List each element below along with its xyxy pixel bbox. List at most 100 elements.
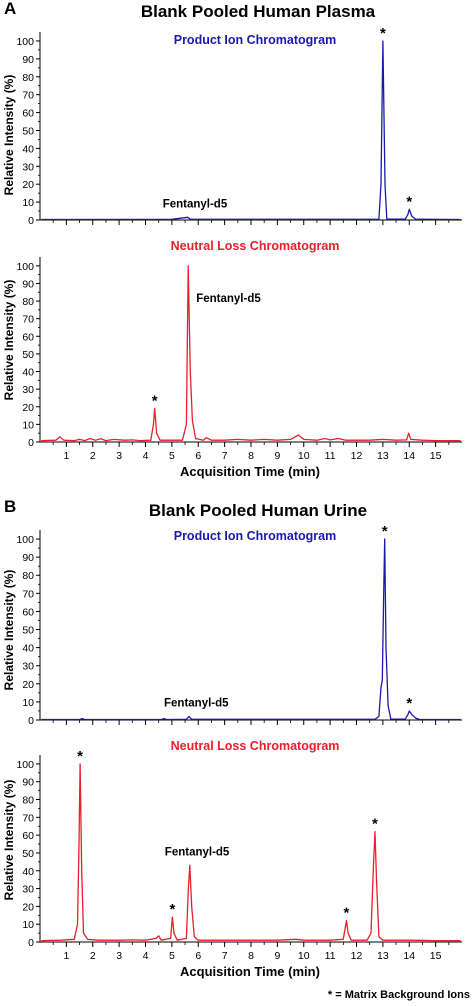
series-line — [41, 40, 461, 221]
annotation-asterisk: * — [406, 695, 412, 712]
series-name: Neutral Loss Chromatogram — [171, 239, 340, 253]
panel-title: Blank Pooled Human Urine — [149, 501, 367, 520]
x-tick-label: 15 — [430, 950, 442, 962]
x-tick-label: 12 — [351, 950, 363, 962]
series-line — [41, 538, 461, 721]
y-tick-label: 20 — [22, 179, 34, 191]
series-line — [41, 265, 461, 442]
x-tick-label: 11 — [325, 950, 336, 962]
x-tick-label: 10 — [298, 450, 310, 462]
y-tick-label: 10 — [22, 419, 34, 431]
y-tick-label: 0 — [28, 715, 34, 727]
y-tick-label: 70 — [22, 90, 34, 102]
chart-panel-3: B Blank Pooled Human Urine 0 10 20 30 40 50 60 70… — [2, 497, 462, 727]
y-axis-label: Relative Intensity (%) — [2, 780, 16, 901]
y-tick-label: 10 — [22, 697, 34, 709]
x-tick-label: 3 — [116, 450, 122, 462]
y-tick-label: 80 — [22, 570, 34, 582]
series-name: Product Ion Chromatogram — [174, 33, 337, 47]
x-tick-label: 13 — [377, 950, 389, 962]
annotation-label: Fentanyl-d5 — [165, 846, 230, 858]
y-tick-label: 30 — [22, 884, 34, 896]
y-tick-label: 70 — [22, 812, 34, 824]
y-tick-label: 0 — [28, 937, 34, 949]
annotation-label: Fentanyl-d5 — [196, 293, 261, 305]
y-tick-label: 60 — [22, 606, 34, 618]
annotation-asterisk: * — [152, 393, 158, 410]
y-tick-label: 40 — [22, 866, 34, 878]
x-tick-label: 11 — [325, 450, 336, 462]
y-tick-label: 70 — [22, 314, 34, 326]
x-tick-label: 6 — [195, 450, 201, 462]
annotation-asterisk: * — [382, 523, 388, 540]
x-tick-label: 10 — [298, 950, 310, 962]
annotation-asterisk: * — [77, 748, 83, 765]
y-tick-label: 40 — [22, 143, 34, 155]
annotation-asterisk: * — [380, 25, 386, 42]
x-axis-label: Acquisition Time (min) — [180, 464, 320, 479]
y-tick-label: 90 — [22, 54, 34, 66]
y-tick-label: 50 — [22, 848, 34, 860]
annotation-asterisk: * — [344, 905, 350, 922]
x-tick-label: 9 — [274, 950, 280, 962]
y-axis-label: Relative Intensity (%) — [2, 280, 16, 401]
x-axis-label: Acquisition Time (min) — [180, 964, 320, 979]
series-line — [41, 763, 461, 942]
annotation-asterisk: * — [406, 193, 412, 210]
y-tick-label: 80 — [22, 795, 34, 807]
y-tick-label: 90 — [22, 278, 34, 290]
x-tick-label: 1 — [63, 450, 69, 462]
y-axis-label: Relative Intensity (%) — [2, 75, 16, 196]
x-tick-label: 4 — [143, 450, 149, 462]
y-tick-label: 0 — [28, 437, 34, 449]
y-tick-label: 20 — [22, 679, 34, 691]
x-tick-label: 13 — [377, 450, 389, 462]
y-tick-label: 60 — [22, 830, 34, 842]
y-tick-label: 0 — [28, 215, 34, 227]
series-name: Neutral Loss Chromatogram — [171, 739, 340, 753]
annotation-asterisk: * — [169, 901, 175, 918]
panel-letter: A — [4, 0, 16, 18]
y-tick-label: 100 — [16, 36, 34, 48]
series-name: Product Ion Chromatogram — [174, 529, 337, 543]
x-tick-label: 15 — [430, 450, 442, 462]
y-tick-label: 60 — [22, 108, 34, 120]
y-axis-label: Relative Intensity (%) — [2, 570, 16, 691]
y-tick-label: 90 — [22, 552, 34, 564]
x-tick-label: 7 — [222, 950, 228, 962]
y-tick-label: 30 — [22, 161, 34, 173]
x-tick-label: 1 — [63, 950, 69, 962]
y-tick-label: 50 — [22, 125, 34, 137]
panel-title: Blank Pooled Human Plasma — [141, 2, 376, 21]
y-tick-label: 40 — [22, 643, 34, 655]
annotation-asterisk: * — [372, 816, 378, 833]
y-tick-label: 30 — [22, 661, 34, 673]
x-tick-label: 4 — [143, 950, 149, 962]
y-tick-label: 90 — [22, 777, 34, 789]
y-tick-label: 70 — [22, 588, 34, 600]
footnote: * = Matrix Background Ions — [328, 989, 470, 1001]
x-tick-label: 8 — [248, 950, 254, 962]
x-tick-label: 6 — [195, 950, 201, 962]
y-tick-label: 20 — [22, 402, 34, 414]
x-tick-label: 2 — [90, 450, 96, 462]
x-tick-label: 7 — [222, 450, 228, 462]
x-tick-label: 14 — [403, 450, 415, 462]
x-tick-label: 12 — [351, 450, 363, 462]
y-tick-label: 100 — [16, 261, 34, 273]
x-tick-label: 3 — [116, 950, 122, 962]
x-tick-label: 5 — [169, 950, 175, 962]
y-tick-label: 80 — [22, 72, 34, 84]
y-tick-label: 40 — [22, 367, 34, 379]
y-tick-label: 10 — [22, 919, 34, 931]
y-tick-label: 50 — [22, 625, 34, 637]
y-tick-label: 100 — [16, 759, 34, 771]
annotation-label: Fentanyl-d5 — [164, 697, 229, 709]
chart-panel-1: A Blank Pooled Human Plasma 0 10 20 30 40 50 60 7… — [2, 0, 462, 227]
y-tick-label: 50 — [22, 349, 34, 361]
y-tick-label: 10 — [22, 197, 34, 209]
y-tick-label: 80 — [22, 296, 34, 308]
